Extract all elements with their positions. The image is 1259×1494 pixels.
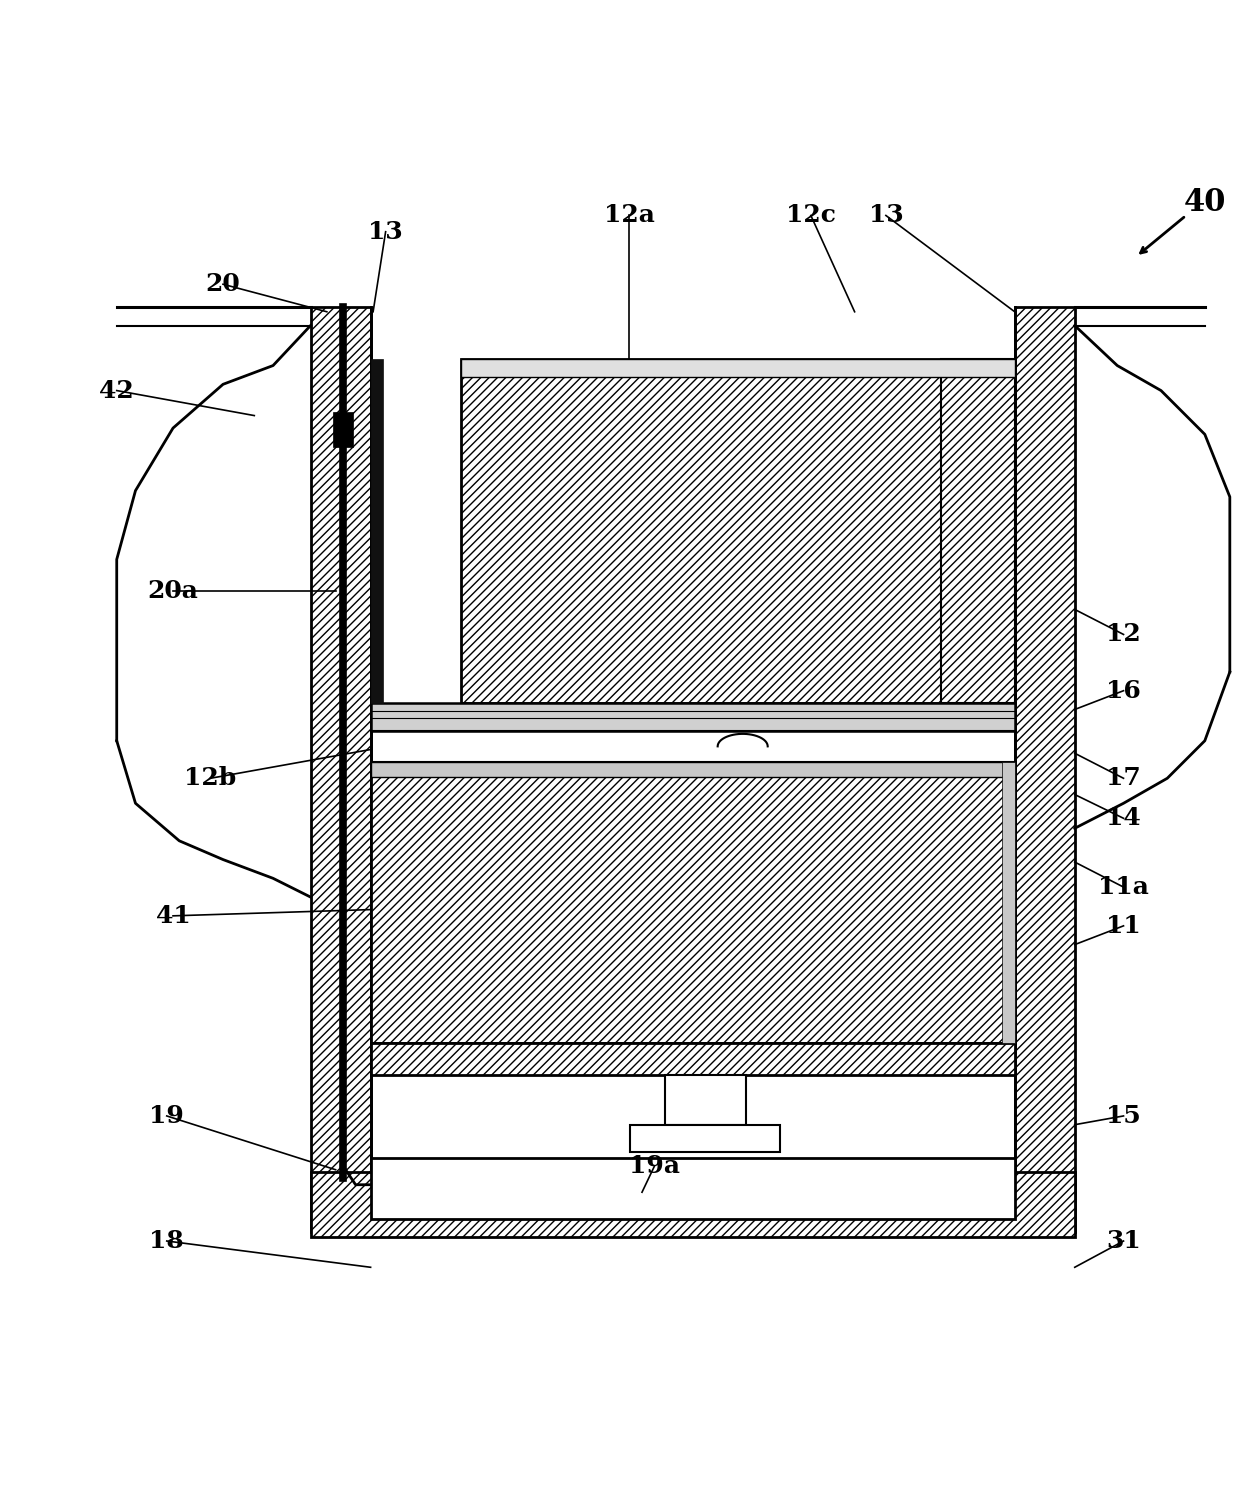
Text: 13: 13	[368, 220, 403, 244]
Text: 18: 18	[150, 1230, 184, 1253]
Text: 12: 12	[1107, 623, 1141, 647]
Bar	[370, 762, 1015, 1043]
Bar	[311, 306, 370, 1233]
Text: 31: 31	[1107, 1230, 1141, 1253]
Text: 11: 11	[1107, 914, 1141, 938]
Text: 20: 20	[205, 272, 240, 296]
Text: 12c: 12c	[786, 203, 836, 227]
Bar	[461, 359, 940, 704]
Bar	[1015, 306, 1075, 1233]
Bar	[370, 704, 1015, 731]
Bar	[370, 1158, 1015, 1219]
Bar	[461, 359, 1015, 376]
Bar	[940, 359, 1015, 704]
Text: 40: 40	[1183, 187, 1226, 218]
Bar	[370, 1043, 1015, 1074]
Text: 42: 42	[99, 378, 135, 402]
Bar	[334, 412, 353, 447]
Bar	[370, 359, 383, 704]
Text: 17: 17	[1107, 766, 1141, 790]
Text: 19a: 19a	[630, 1153, 680, 1177]
Text: 41: 41	[156, 904, 190, 928]
Bar	[630, 1125, 781, 1152]
Text: 15: 15	[1107, 1104, 1141, 1128]
Text: 19: 19	[150, 1104, 184, 1128]
Bar	[311, 1173, 1075, 1237]
Bar	[370, 762, 1015, 777]
Text: 12b: 12b	[184, 766, 237, 790]
Text: 12a: 12a	[604, 203, 655, 227]
Text: 20a: 20a	[147, 578, 199, 602]
Bar	[665, 1074, 745, 1125]
Text: 13: 13	[869, 203, 903, 227]
Text: 16: 16	[1107, 678, 1141, 702]
Bar	[1002, 762, 1015, 1043]
Text: 14: 14	[1107, 807, 1141, 831]
Text: 11a: 11a	[1098, 875, 1149, 899]
